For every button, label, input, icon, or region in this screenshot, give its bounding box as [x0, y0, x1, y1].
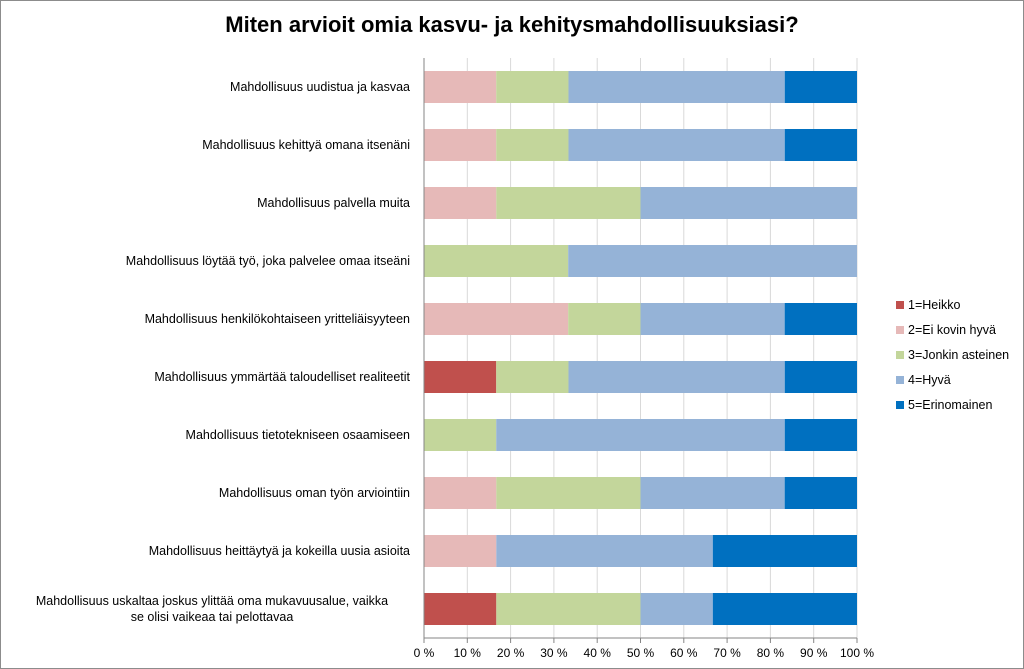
- bar-segment: [496, 535, 713, 567]
- bar-segment: [424, 419, 497, 451]
- bar-segment: [784, 303, 857, 335]
- x-tick-label: 80 %: [757, 646, 785, 660]
- legend-label: 3=Jonkin asteinen: [908, 348, 1009, 362]
- category-label: Mahdollisuus henkilökohtaiseen yritteliä…: [145, 312, 410, 326]
- bar-segment: [496, 71, 569, 103]
- x-tick-label: 50 %: [627, 646, 655, 660]
- bar-segment: [424, 477, 497, 509]
- tick-labels: 0 % 10 % 20 % 30 % 40 % 50 % 60 % 70 % 80 % 90 % 1…: [414, 646, 875, 660]
- bar-segment: [568, 361, 785, 393]
- x-tick-label: 20 %: [497, 646, 525, 660]
- category-label: Mahdollisuus uskaltaa joskus ylittää oma…: [36, 594, 388, 624]
- category-label: Mahdollisuus löytää työ, joka palvelee o…: [126, 254, 410, 268]
- bar-segment: [640, 303, 785, 335]
- legend-label: 2=Ei kovin hyvä: [908, 323, 996, 337]
- bar-segment: [568, 245, 857, 277]
- x-tick-label: 100 %: [840, 646, 874, 660]
- bar-segment: [712, 535, 857, 567]
- category-labels: Mahdollisuus uudistua ja kasvaa Mahdollis…: [36, 80, 411, 624]
- bar-segment: [424, 187, 497, 219]
- bar-segment: [784, 71, 857, 103]
- bars: [424, 71, 857, 625]
- bar-segment: [424, 593, 497, 625]
- chart-title: Miten arvioit omia kasvu- ja kehitysmahd…: [225, 12, 799, 37]
- legend-swatch: [896, 301, 904, 309]
- category-label: Mahdollisuus tietotekniseen osaamiseen: [186, 428, 410, 442]
- legend-swatch: [896, 351, 904, 359]
- category-label: Mahdollisuus kehittyä omana itsenäni: [202, 138, 410, 152]
- x-tick-label: 0 %: [414, 646, 435, 660]
- bar-segment: [784, 129, 857, 161]
- bar-segment: [424, 303, 569, 335]
- bar-segment: [784, 361, 857, 393]
- legend-swatch: [896, 376, 904, 384]
- bar-segment: [496, 593, 641, 625]
- legend: 1=Heikko 2=Ei kovin hyvä 3=Jonkin asteinen…: [896, 298, 1009, 412]
- bar-segment: [784, 419, 857, 451]
- legend-swatch: [896, 401, 904, 409]
- category-label: Mahdollisuus oman työn arviointiin: [219, 486, 410, 500]
- bar-segment: [640, 187, 857, 219]
- bar-segment: [424, 535, 497, 567]
- category-label: Mahdollisuus ymmärtää taloudelliset real…: [154, 370, 410, 384]
- bar-segment: [496, 129, 569, 161]
- bar-segment: [568, 303, 641, 335]
- bar-segment: [496, 361, 569, 393]
- legend-label: 4=Hyvä: [908, 373, 951, 387]
- x-tick-label: 40 %: [584, 646, 612, 660]
- bar-segment: [424, 361, 497, 393]
- bar-segment: [496, 419, 785, 451]
- bar-segment: [424, 245, 569, 277]
- legend-label: 1=Heikko: [908, 298, 961, 312]
- legend-label: 5=Erinomainen: [908, 398, 992, 412]
- bar-segment: [568, 129, 785, 161]
- category-label: Mahdollisuus heittäytyä ja kokeilla uusi…: [149, 544, 410, 558]
- bar-segment: [640, 477, 785, 509]
- bar-segment: [784, 477, 857, 509]
- bar-segment: [424, 71, 497, 103]
- category-label: Mahdollisuus uudistua ja kasvaa: [230, 80, 410, 94]
- legend-swatch: [896, 326, 904, 334]
- bar-segment: [568, 71, 785, 103]
- bar-segment: [424, 129, 497, 161]
- x-tick-label: 60 %: [670, 646, 698, 660]
- x-tick-label: 30 %: [540, 646, 568, 660]
- bar-segment: [712, 593, 857, 625]
- bar-segment: [496, 187, 641, 219]
- category-label: Mahdollisuus palvella muita: [257, 196, 410, 210]
- bar-segment: [640, 593, 713, 625]
- x-tick-label: 70 %: [713, 646, 741, 660]
- x-tick-label: 90 %: [800, 646, 828, 660]
- bar-segment: [496, 477, 641, 509]
- x-tick-label: 10 %: [454, 646, 482, 660]
- axes: [423, 58, 858, 643]
